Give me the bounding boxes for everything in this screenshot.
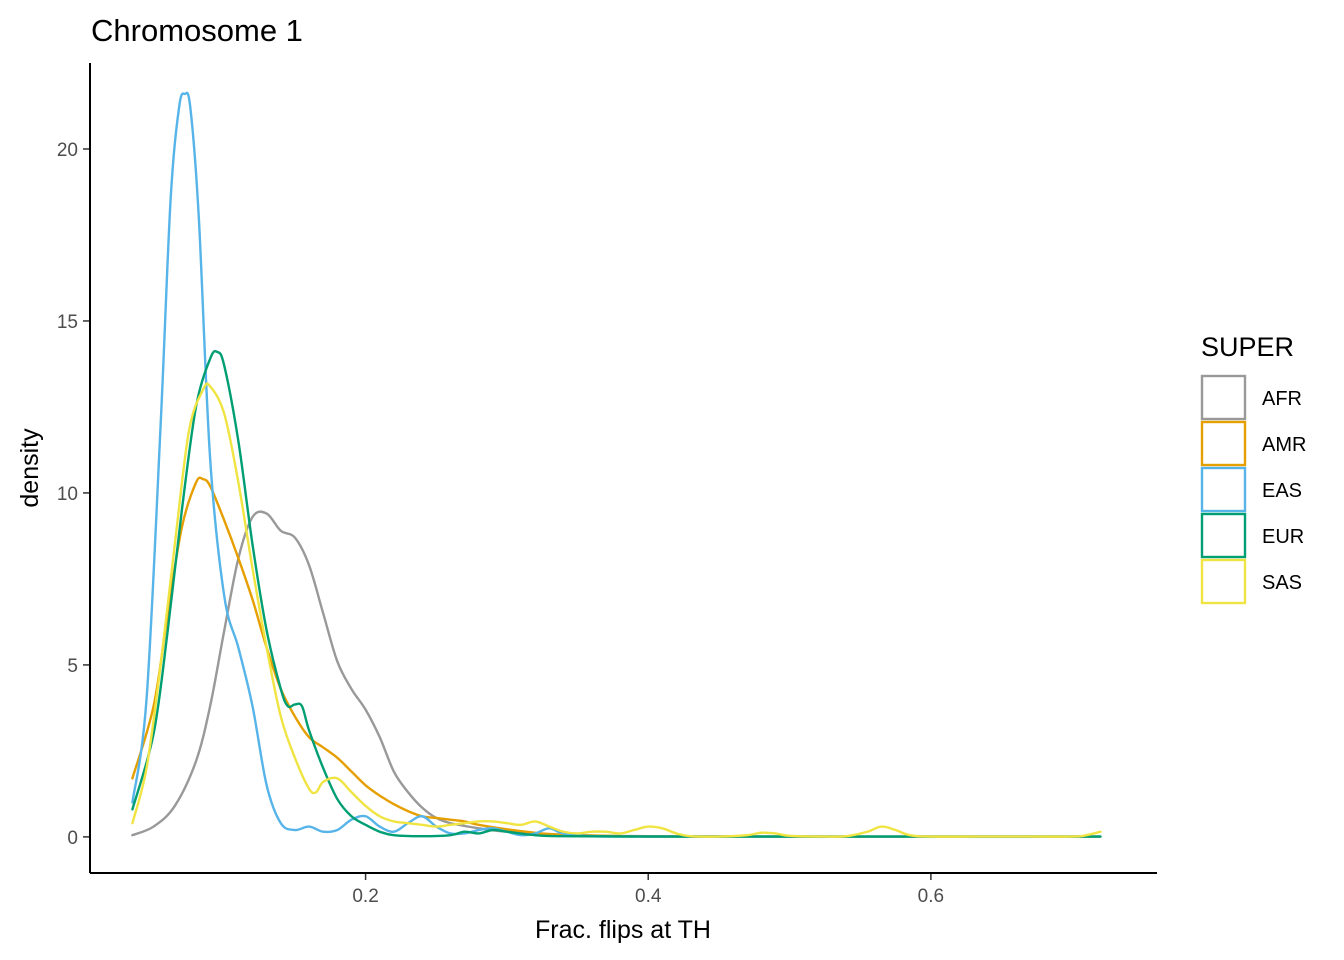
series-line-eas [131, 91, 1102, 838]
legend-items: AFR AMR EAS EUR SAS [1200, 374, 1306, 605]
x-axis-title: Frac. flips at TH [535, 916, 711, 944]
legend-label-eas: EAS [1262, 480, 1302, 502]
series-line-sas [131, 382, 1102, 838]
legend-key-eur [1200, 512, 1247, 559]
legend-key-amr [1200, 420, 1247, 467]
x-tick-label: 0.4 [635, 886, 662, 907]
legend: SUPER AFR AMR EAS EUR SAS [1200, 332, 1306, 605]
y-tick-label: 10 [57, 484, 78, 505]
series-line-amr [131, 476, 1102, 838]
chart-title: Chromosome 1 [91, 13, 303, 48]
series-line-eur [131, 349, 1102, 838]
series-lines [131, 91, 1102, 838]
y-tick-label: 20 [57, 140, 78, 161]
legend-title: SUPER [1201, 332, 1294, 362]
y-tick-label: 15 [57, 312, 78, 333]
legend-key-sas [1200, 558, 1247, 605]
y-axis-title: density [16, 428, 44, 508]
x-tick-label: 0.2 [352, 886, 378, 907]
y-tick-label: 0 [67, 828, 78, 849]
legend-key-eas [1200, 466, 1247, 513]
legend-key-afr [1200, 374, 1247, 421]
x-tick-label: 0.6 [918, 886, 944, 907]
legend-label-eur: EUR [1262, 526, 1304, 548]
legend-label-amr: AMR [1262, 434, 1306, 456]
x-axis-ticks: 0.2 0.4 0.6 [352, 873, 944, 907]
legend-label-sas: SAS [1262, 572, 1302, 594]
legend-label-afr: AFR [1262, 388, 1302, 410]
y-tick-label: 5 [67, 656, 78, 677]
y-axis-ticks: 0 5 10 15 20 [57, 140, 90, 849]
